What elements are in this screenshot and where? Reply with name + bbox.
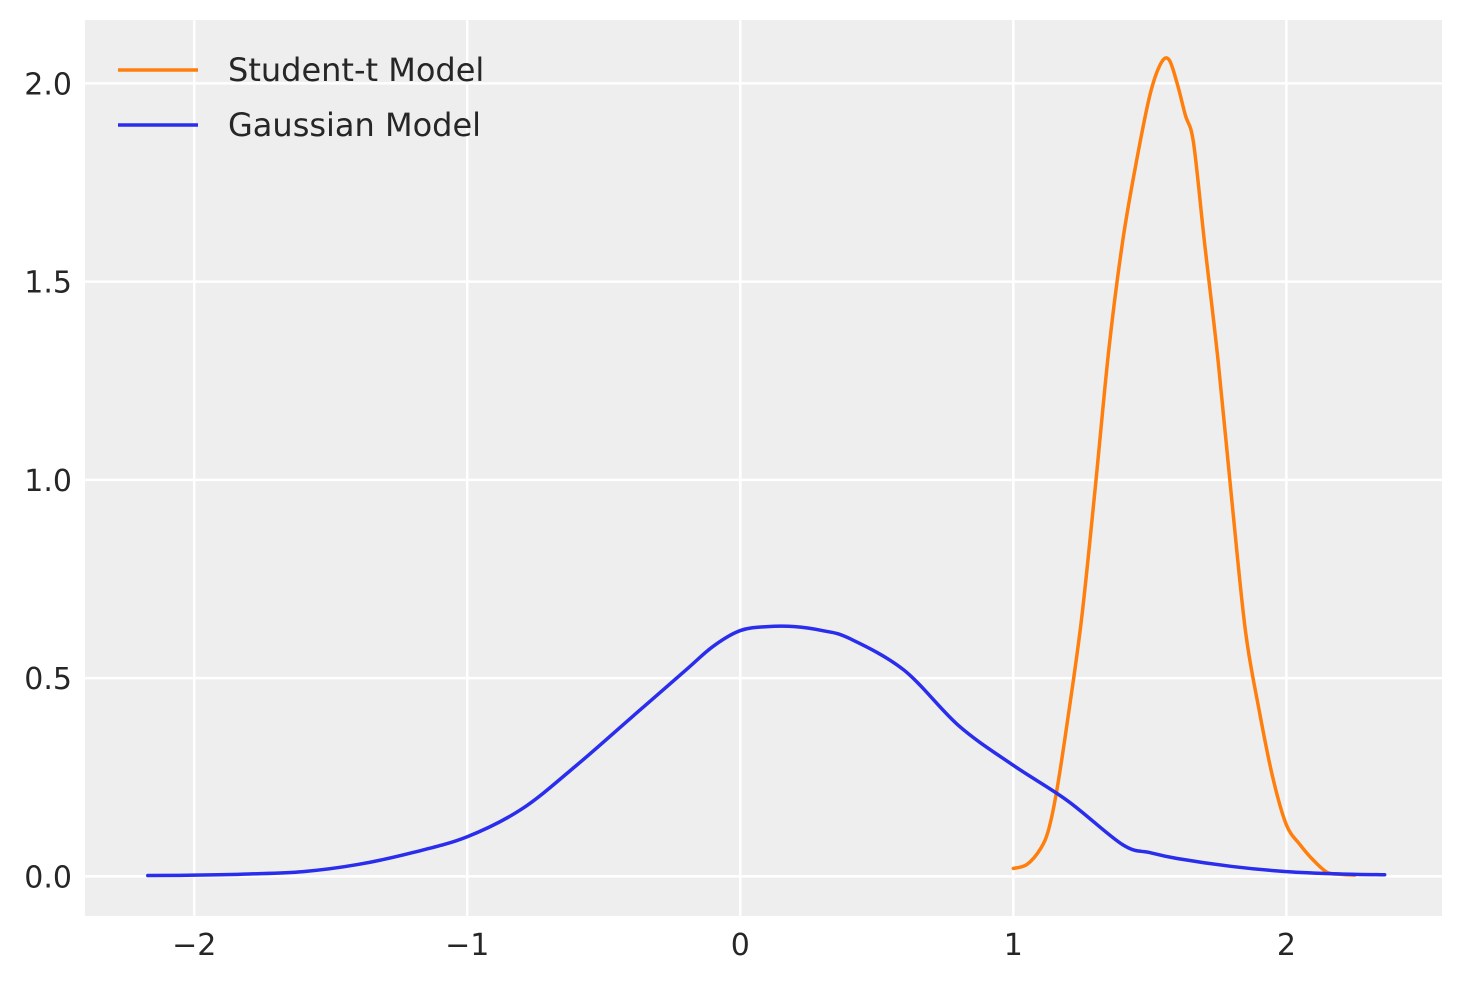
x-tick-label: 1 [1004,928,1023,963]
y-tick-label: 0.0 [24,860,72,895]
legend-label-student-t: Student-t Model [228,51,484,89]
x-tick-label: −1 [445,928,489,963]
grid [85,20,1442,916]
x-tick-label: 2 [1277,928,1296,963]
legend-label-gaussian: Gaussian Model [228,106,481,144]
y-tick-label: 0.5 [24,662,72,697]
legend: Student-t Model Gaussian Model [118,51,484,144]
y-axis-ticks: 0.0 0.5 1.0 1.5 2.0 [24,67,72,895]
series [146,56,1387,878]
x-tick-label: −2 [172,928,216,963]
x-axis-ticks: −2 −1 0 1 2 [172,928,1296,963]
plot-area [85,20,1442,916]
y-tick-label: 2.0 [24,67,72,102]
series-line-student-t [1011,56,1357,877]
y-tick-label: 1.5 [24,266,72,301]
series-line-gaussian [146,624,1387,878]
x-tick-label: 0 [731,928,750,963]
y-tick-label: 1.0 [24,464,72,499]
